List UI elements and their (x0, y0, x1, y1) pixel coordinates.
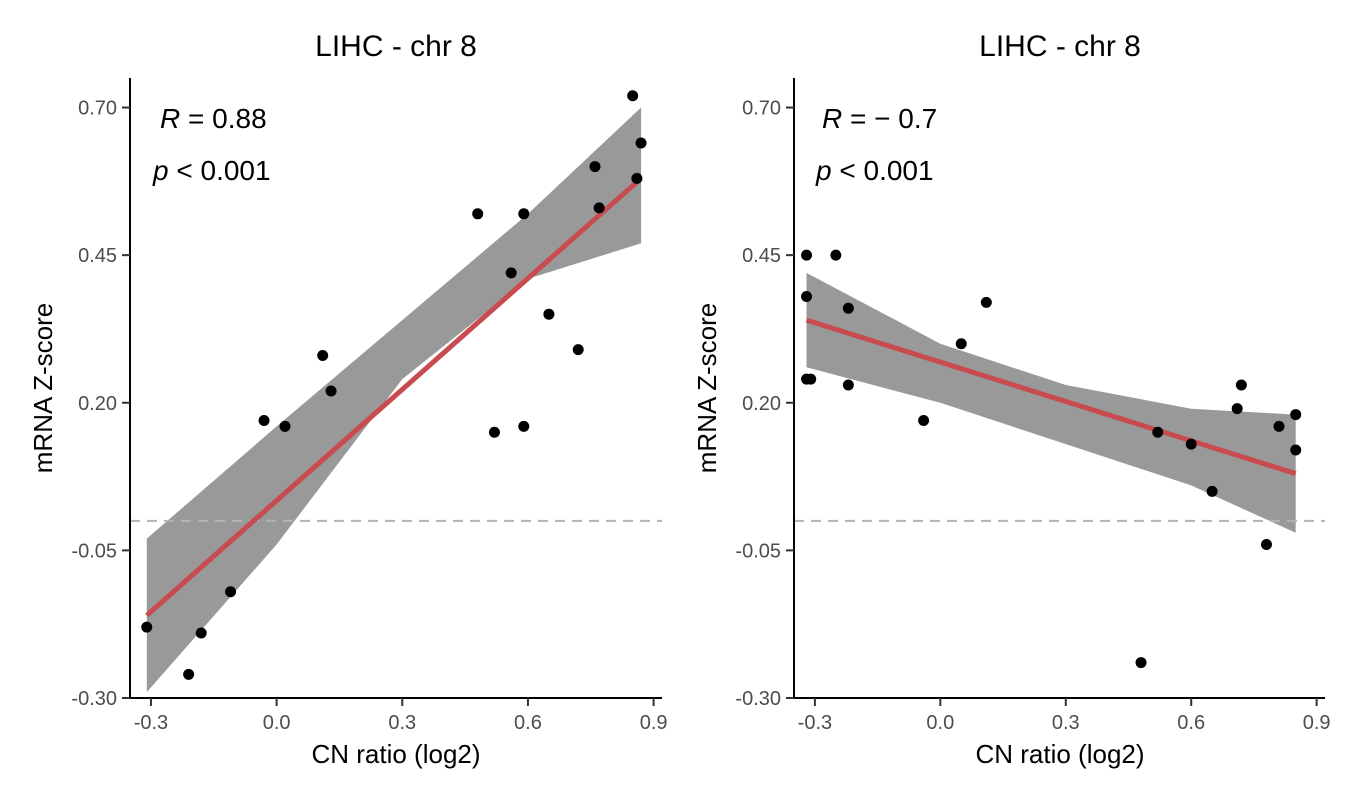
plot-area: -0.30 -0.05 0.20 0.45 0.70 -0.3 0.0 0.3 0.6 0.9 (71, 78, 668, 734)
data-point (325, 385, 337, 397)
data-point (801, 249, 813, 261)
r-value: = − 0.7 (850, 103, 937, 134)
data-point (1135, 657, 1147, 669)
data-point (842, 379, 854, 391)
data-point (1231, 403, 1243, 415)
p-annotation: p < 0.001 (152, 155, 271, 186)
x-axis-label: CN ratio (log2) (975, 739, 1144, 769)
data-point (518, 208, 530, 220)
data-point (279, 420, 291, 432)
chart-title: LIHC - chr 8 (979, 30, 1141, 63)
data-point (589, 161, 601, 173)
data-point (955, 338, 967, 350)
y-tick-label: -0.30 (71, 688, 117, 710)
plot-area: -0.30 -0.05 0.20 0.45 0.70 -0.3 0.0 0.3 0.6 0.9 (735, 78, 1331, 734)
x-tick-label: 0.3 (1052, 712, 1080, 734)
data-point (635, 137, 647, 149)
y-tick-label: -0.05 (71, 540, 117, 562)
x-axis-label: CN ratio (log2) (311, 739, 480, 769)
y-tick-label: -0.30 (735, 688, 781, 710)
y-tick-label: 0.20 (78, 393, 117, 415)
data-point (593, 202, 605, 214)
data-point (141, 621, 153, 633)
data-point (225, 586, 237, 598)
chart-title: LIHC - chr 8 (315, 30, 477, 63)
data-point (543, 308, 555, 320)
data-point (505, 267, 517, 279)
r-annotation: R = 0.88 (160, 103, 267, 134)
data-point (1290, 409, 1302, 421)
data-point (627, 90, 639, 102)
data-point (830, 249, 842, 261)
data-point (1260, 538, 1272, 550)
data-point (631, 172, 643, 184)
y-tick-label: 0.70 (742, 98, 781, 120)
x-tick-label: 0.9 (1303, 712, 1331, 734)
data-point (918, 414, 930, 426)
p-value: < 0.001 (176, 155, 270, 186)
data-point (183, 668, 195, 680)
data-point (1235, 379, 1247, 391)
p-value: < 0.001 (839, 155, 933, 186)
r-annotation: R = − 0.7 (822, 103, 937, 134)
y-axis-label: mRNA Z-score (692, 303, 722, 473)
data-point (1185, 438, 1197, 450)
x-tick-label: -0.3 (798, 712, 832, 734)
y-tick-label: 0.20 (742, 393, 781, 415)
y-axis-label: mRNA Z-score (28, 303, 58, 473)
regression-line (145, 176, 643, 618)
data-point (801, 290, 813, 302)
data-point (1152, 426, 1164, 438)
chart-panel-right: LIHC - chr 8 mRNA Z-score CN ratio (log2… (692, 30, 1331, 769)
chart-panel-left: LIHC - chr 8 mRNA Z-score CN ratio (log2… (28, 30, 668, 769)
confidence-band (146, 107, 642, 693)
data-point (1206, 485, 1218, 497)
y-tick-label: 0.45 (78, 245, 117, 267)
x-tick-label: 0.6 (1177, 712, 1205, 734)
regression-line (805, 317, 1297, 477)
data-point (317, 350, 329, 362)
y-tick-label: -0.05 (735, 540, 781, 562)
data-point (1273, 420, 1285, 432)
x-tick-label: 0.0 (263, 712, 291, 734)
data-point (980, 296, 992, 308)
data-point (195, 627, 207, 639)
confidence-band (806, 272, 1296, 533)
p-annotation: p < 0.001 (815, 155, 934, 186)
data-point (472, 208, 484, 220)
y-tick-label: 0.70 (78, 98, 117, 120)
data-point (805, 373, 817, 385)
data-point (518, 420, 530, 432)
x-tick-label: 0.3 (388, 712, 416, 734)
data-point (488, 426, 500, 438)
r-value: = 0.88 (188, 103, 267, 134)
x-tick-label: 0.6 (514, 712, 542, 734)
y-tick-label: 0.45 (742, 245, 781, 267)
x-tick-label: 0.0 (926, 712, 954, 734)
x-tick-label: 0.9 (640, 712, 668, 734)
data-point (572, 344, 584, 356)
data-point (842, 302, 854, 314)
data-point (258, 414, 270, 426)
data-point (1290, 444, 1302, 456)
x-tick-label: -0.3 (134, 712, 168, 734)
